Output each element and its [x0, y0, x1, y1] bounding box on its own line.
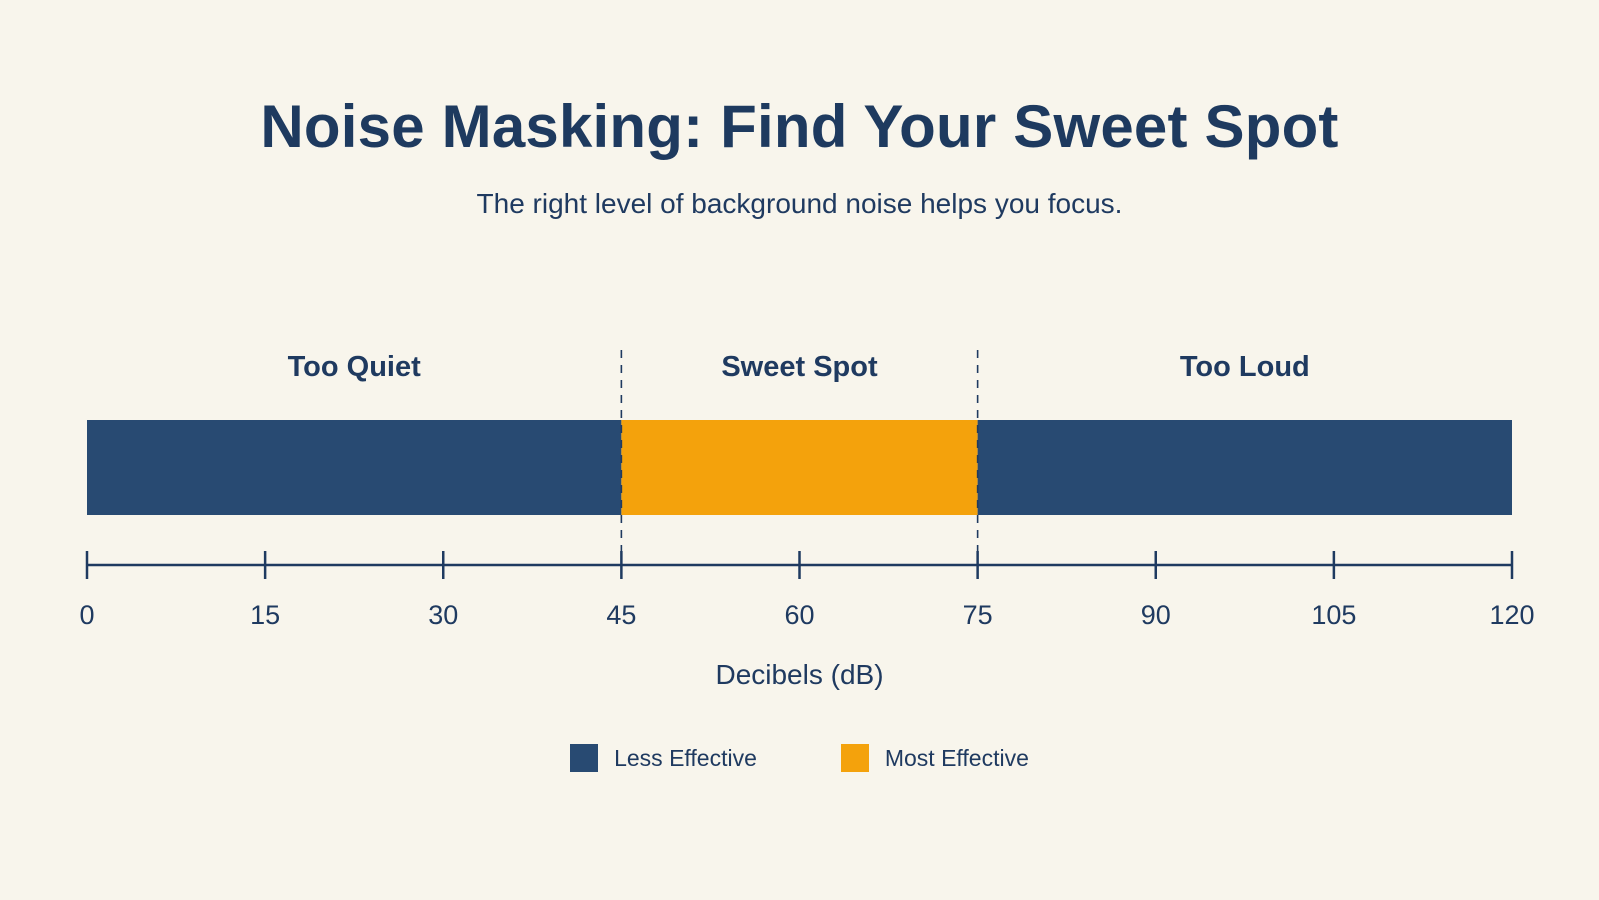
- segment-label-too-quiet: Too Quiet: [288, 351, 422, 383]
- bar-segment-too-loud: [977, 420, 1512, 515]
- chart-subtitle: The right level of background noise help…: [476, 188, 1123, 219]
- x-tick-label-120: 120: [1489, 600, 1534, 630]
- x-tick-label-105: 105: [1311, 600, 1356, 630]
- segment-label-sweet-spot: Sweet Spot: [721, 351, 878, 383]
- x-tick-label-90: 90: [1141, 600, 1171, 630]
- bar-segment-too-quiet: [87, 420, 622, 515]
- legend-swatch-less-effective: [570, 744, 599, 772]
- x-axis-label: Decibels (dB): [715, 659, 883, 690]
- x-tick-label-0: 0: [79, 600, 94, 630]
- x-tick-label-15: 15: [250, 600, 280, 630]
- legend: Less Effective Most Effective: [0, 744, 1599, 772]
- segment-label-too-loud: Too Loud: [1180, 351, 1310, 383]
- legend-label-most-effective: Most Effective: [884, 744, 1029, 771]
- legend-label-less-effective: Less Effective: [614, 744, 757, 771]
- legend-swatch-most-effective: [840, 744, 869, 772]
- legend-item-less-effective: Less Effective: [570, 744, 757, 772]
- bar-segment-sweet-spot: [621, 420, 978, 515]
- x-tick-label-60: 60: [784, 600, 814, 630]
- x-tick-label-30: 30: [428, 600, 458, 630]
- x-tick-label-45: 45: [606, 600, 636, 630]
- legend-item-most-effective: Most Effective: [840, 744, 1029, 772]
- x-tick-label-75: 75: [963, 600, 993, 630]
- chart-title: Noise Masking: Find Your Sweet Spot: [260, 93, 1339, 160]
